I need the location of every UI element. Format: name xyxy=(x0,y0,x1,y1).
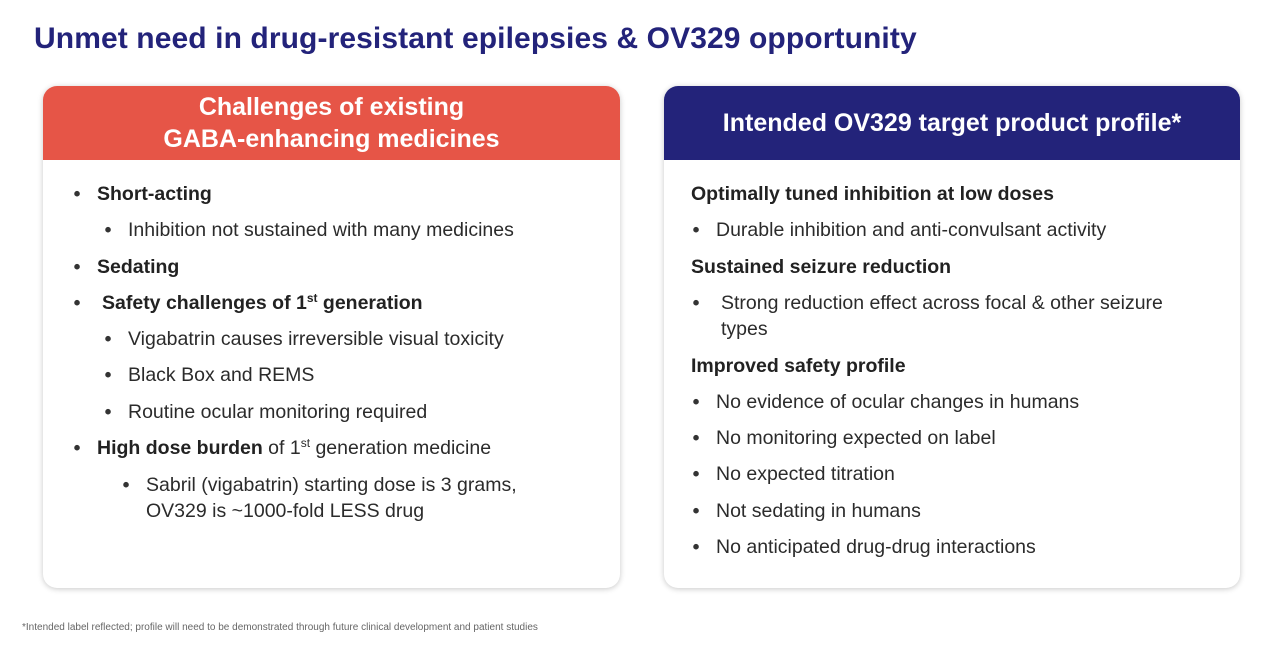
list-item-safety-1: • No evidence of ocular changes in human… xyxy=(691,389,1230,415)
dose-sub-text: Sabril (vigabatrin) starting dose is 3 g… xyxy=(146,474,517,522)
target-profile-header-text: Intended OV329 target product profile* xyxy=(722,109,1182,137)
inhibition-text: Durable inhibition and anti-convulsant a… xyxy=(716,219,1107,241)
bullet-icon: • xyxy=(692,219,700,241)
challenges-card: Challenges of existing GABA-enhancing me… xyxy=(43,86,620,588)
target-profile-card: Intended OV329 target product profile* O… xyxy=(664,86,1240,588)
list-item-dose: • High dose burden of 1st generation med… xyxy=(72,435,610,461)
sedating-label: Sedating xyxy=(97,256,180,278)
dose-label: High dose burden of 1st generation medic… xyxy=(97,436,492,459)
bullet-icon: • xyxy=(692,292,700,314)
bullet-icon: • xyxy=(692,427,700,449)
seizure-text: Strong reduction effect across focal & o… xyxy=(721,292,1163,340)
bullet-icon: • xyxy=(104,401,112,423)
section-heading-inhibition: Optimally tuned inhibition at low doses xyxy=(691,183,1054,205)
safety-item-1-text: No evidence of ocular changes in humans xyxy=(716,391,1080,413)
list-item-safety-3: • No expected titration xyxy=(691,461,1230,487)
challenges-card-header: Challenges of existing GABA-enhancing me… xyxy=(43,86,620,160)
list-item-dose-sub: • Sabril (vigabatrin) starting dose is 3… xyxy=(121,472,610,524)
bullet-icon: • xyxy=(692,391,700,413)
bullet-icon: • xyxy=(122,474,130,496)
target-profile-card-header: Intended OV329 target product profile* xyxy=(664,86,1240,160)
list-item-safety-sub2: • Black Box and REMS xyxy=(103,362,610,388)
safety-label: Safety challenges of 1st generation xyxy=(102,291,423,314)
short-acting-sub-text: Inhibition not sustained with many medic… xyxy=(128,219,514,241)
list-item-inhibition: • Durable inhibition and anti-convulsant… xyxy=(691,217,1230,243)
safety-item-2-text: No monitoring expected on label xyxy=(716,427,996,449)
list-item-short-acting: • Short-acting xyxy=(72,181,610,207)
bullet-icon: • xyxy=(73,292,81,314)
footnote: *Intended label reflected; profile will … xyxy=(22,622,538,633)
page-title: Unmet need in drug-resistant epilepsies … xyxy=(34,22,917,55)
safety-sub3-text: Routine ocular monitoring required xyxy=(128,401,428,423)
section-heading-seizure: Sustained seizure reduction xyxy=(691,256,952,278)
bullet-icon: • xyxy=(104,364,112,386)
list-item-safety-2: • No monitoring expected on label xyxy=(691,425,1230,451)
challenges-header-line2: GABA-enhancing medicines xyxy=(163,125,500,153)
bullet-icon: • xyxy=(104,219,112,241)
list-item-safety-sub1: • Vigabatrin causes irreversible visual … xyxy=(103,326,610,352)
bullet-icon: • xyxy=(73,256,81,278)
bullet-icon: • xyxy=(104,328,112,350)
short-acting-label: Short-acting xyxy=(97,183,212,205)
list-item-short-acting-sub: • Inhibition not sustained with many med… xyxy=(103,217,610,243)
list-item-safety-5: • No anticipated drug-drug interactions xyxy=(691,534,1230,560)
bullet-icon: • xyxy=(73,183,81,205)
list-item-safety: • Safety challenges of 1st generation xyxy=(72,290,610,316)
bullet-icon: • xyxy=(692,500,700,522)
list-item-sedating: • Sedating xyxy=(72,254,610,280)
list-item-seizure: • Strong reduction effect across focal &… xyxy=(691,290,1230,342)
safety-item-3-text: No expected titration xyxy=(716,463,895,485)
list-item-safety-4: • Not sedating in humans xyxy=(691,498,1230,524)
bullet-icon: • xyxy=(73,437,81,459)
challenges-header-line1: Challenges of existing xyxy=(198,93,465,121)
list-item-safety-sub3: • Routine ocular monitoring required xyxy=(103,399,610,425)
safety-item-5-text: No anticipated drug-drug interactions xyxy=(716,536,1036,558)
safety-sub1-text: Vigabatrin causes irreversible visual to… xyxy=(128,328,504,350)
bullet-icon: • xyxy=(692,536,700,558)
section-heading-safety: Improved safety profile xyxy=(691,355,906,377)
safety-item-4-text: Not sedating in humans xyxy=(716,500,921,522)
safety-sub2-text: Black Box and REMS xyxy=(128,364,315,386)
bullet-icon: • xyxy=(692,463,700,485)
